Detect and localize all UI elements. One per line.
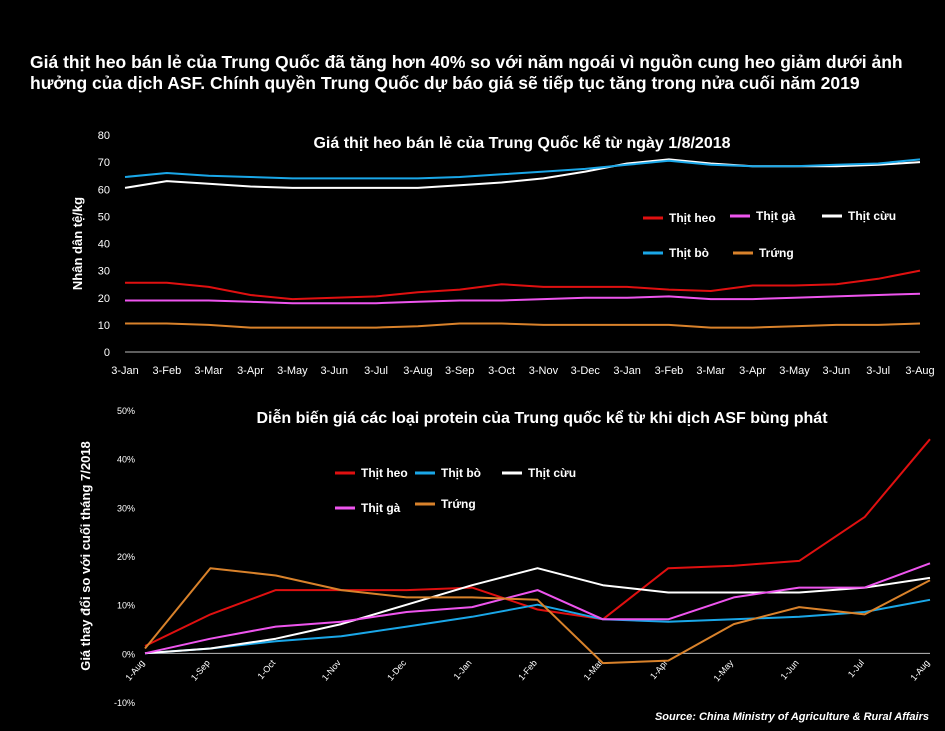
chart-0-ytick: 60 bbox=[98, 184, 110, 196]
chart-1-xtick: 1-Jun bbox=[779, 658, 801, 682]
chart-0-legend-label: Thịt bò bbox=[669, 246, 709, 260]
chart-0-legend-label: Thịt gà bbox=[756, 209, 796, 223]
chart-0-ylabel: Nhân dân tệ/kg bbox=[70, 197, 85, 290]
chart-0-legend-label: Thịt heo bbox=[669, 211, 716, 225]
chart-0-xtick: 3-Jun bbox=[320, 365, 348, 377]
chart-1-ytick: 0% bbox=[122, 649, 135, 659]
chart-1-xtick: 1-May bbox=[712, 657, 736, 683]
chart-0-title: Giá thịt heo bán lẻ của Trung Quốc kể từ… bbox=[313, 134, 730, 152]
chart-1-xtick: 1-Aug bbox=[908, 658, 931, 683]
chart-1-xtick: 1-Oct bbox=[256, 657, 278, 681]
chart-1-ytick: 30% bbox=[117, 503, 135, 513]
chart-0-xtick: 3-Aug bbox=[403, 365, 432, 377]
chart-0-xtick: 3-Jan bbox=[613, 365, 641, 377]
chart-0-ytick: 70 bbox=[98, 157, 110, 169]
chart-0-ytick: 20 bbox=[98, 293, 110, 305]
chart-0-xtick: 3-May bbox=[277, 365, 308, 377]
chart-0-xtick: 3-Feb bbox=[655, 365, 684, 377]
chart-0-xtick: 3-Nov bbox=[529, 365, 559, 377]
chart-1-legend-label: Trứng bbox=[441, 497, 476, 511]
chart-0-ytick: 80 bbox=[98, 130, 110, 142]
chart-0-xtick: 3-Sep bbox=[445, 365, 474, 377]
chart-0-series-4-line bbox=[125, 322, 921, 329]
chart-1-ytick: 20% bbox=[117, 552, 135, 562]
chart-0-xtick: 3-Oct bbox=[488, 365, 515, 377]
chart-1-legend-label: Thịt heo bbox=[361, 466, 408, 480]
chart-0-legend-label: Thịt cừu bbox=[848, 209, 896, 223]
chart-0-ytick: 50 bbox=[98, 211, 110, 223]
chart-0-ytick: 40 bbox=[98, 239, 110, 251]
chart-0-xtick: 3-May bbox=[779, 365, 810, 377]
chart-1-title: Diễn biến giá các loại protein của Trung… bbox=[256, 408, 828, 427]
chart-0-xtick: 3-Feb bbox=[152, 365, 181, 377]
chart-1-xtick: 1-Sep bbox=[189, 658, 212, 683]
chart-1-series-0-line bbox=[144, 438, 931, 647]
chart-0-xtick: 3-Jun bbox=[823, 365, 851, 377]
chart-1-series-3-line bbox=[144, 562, 931, 655]
chart-0-xtick: 3-Jul bbox=[364, 365, 388, 377]
chart-0-xtick: 3-Jul bbox=[866, 365, 890, 377]
chart-1-xtick: 1-Jul bbox=[846, 658, 866, 679]
chart-1-ytick: -10% bbox=[114, 698, 135, 708]
chart-0-series-3-line bbox=[124, 158, 921, 180]
chart-1-series-4-line bbox=[144, 567, 931, 665]
chart-0-series-0-line bbox=[125, 269, 921, 301]
chart-0-xtick: 3-Mar bbox=[194, 365, 223, 377]
chart-0-ytick: 10 bbox=[98, 320, 110, 332]
headline: Giá thịt heo bán lẻ của Trung Quốc đã tă… bbox=[30, 52, 903, 93]
source-note: Source: China Ministry of Agriculture & … bbox=[654, 711, 929, 723]
chart-1-ylabel: Giá thay đổi so với cuối tháng 7/2018 bbox=[78, 441, 93, 671]
chart-0-xtick: 3-Dec bbox=[571, 365, 601, 377]
chart-1-legend-label: Thịt cừu bbox=[528, 466, 576, 480]
chart-0-ytick: 0 bbox=[104, 347, 110, 359]
chart-1-xtick: 1-Jan bbox=[451, 658, 473, 682]
chart-1-series-2-line bbox=[144, 567, 931, 655]
chart-1-ytick: 40% bbox=[117, 455, 135, 465]
chart-0-xtick: 3-Jan bbox=[111, 365, 139, 377]
chart-0-ytick: 30 bbox=[98, 266, 110, 278]
chart-0-xtick: 3-Aug bbox=[905, 365, 934, 377]
chart-1-xtick: 1-Aug bbox=[123, 658, 146, 683]
chart-1-legend-label: Thịt bò bbox=[441, 466, 481, 480]
chart-1-legend-label: Thịt gà bbox=[361, 501, 401, 515]
chart-1-ytick: 10% bbox=[117, 601, 135, 611]
chart-1-series-1-line bbox=[144, 598, 931, 655]
chart-0-legend-label: Trứng bbox=[759, 246, 794, 260]
chart-1-xtick: 1-Feb bbox=[516, 658, 539, 682]
chart-1-xtick: 1-Dec bbox=[385, 657, 408, 682]
chart-1-xtick: 1-Nov bbox=[320, 657, 343, 682]
chart-0-series-1-line bbox=[125, 292, 921, 305]
chart-0-xtick: 3-Apr bbox=[739, 365, 766, 377]
chart-0-xtick: 3-Apr bbox=[237, 365, 264, 377]
chart-1-ytick: 50% bbox=[117, 406, 135, 416]
chart-0-xtick: 3-Mar bbox=[696, 365, 725, 377]
